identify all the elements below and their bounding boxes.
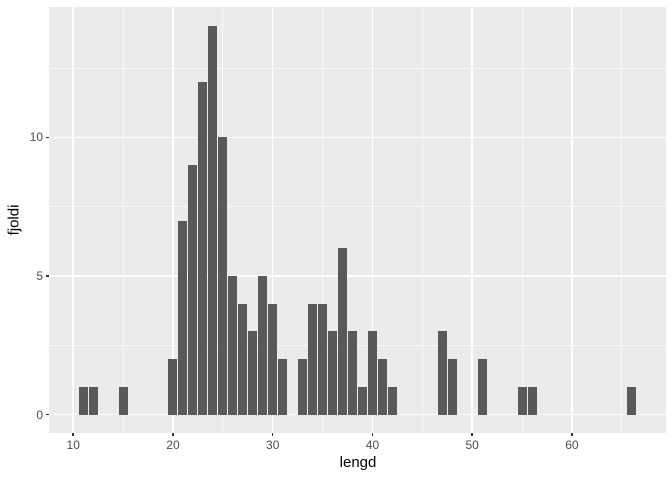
- x-tick: [371, 433, 374, 436]
- histogram-bar: [168, 359, 178, 415]
- histogram-bar: [477, 359, 487, 415]
- y-tick: [46, 136, 49, 139]
- histogram-bar: [318, 303, 328, 415]
- histogram-bar: [298, 359, 308, 415]
- grid-major-vertical: [271, 7, 274, 433]
- histogram-bar: [198, 81, 208, 415]
- grid-major-horizontal: [49, 275, 666, 277]
- x-tick-label: 10: [66, 438, 80, 452]
- histogram-bar: [178, 220, 188, 415]
- histogram-bar: [278, 359, 288, 415]
- histogram-bar: [358, 386, 367, 415]
- x-tick-label: 60: [565, 438, 579, 452]
- histogram-bar: [248, 331, 258, 415]
- histogram-bar: [517, 386, 527, 415]
- histogram-bar: [338, 248, 348, 415]
- y-tick-label: 5: [36, 269, 43, 284]
- x-tick-label: 20: [166, 438, 180, 452]
- y-tick: [46, 275, 49, 277]
- histogram-bar: [447, 359, 457, 415]
- x-tick-label: 50: [465, 438, 479, 452]
- histogram-bar: [367, 331, 377, 415]
- histogram-bar: [228, 276, 238, 415]
- plot-panel: [49, 7, 666, 433]
- y-tick-label: 10: [29, 130, 43, 145]
- histogram-bar: [387, 386, 397, 415]
- x-tick: [571, 433, 573, 436]
- grid-major-horizontal: [49, 136, 666, 139]
- x-tick-label: 40: [365, 438, 380, 452]
- histogram-bar: [627, 386, 637, 415]
- histogram-bar: [377, 359, 387, 415]
- x-tick: [471, 433, 473, 436]
- grid-major-vertical: [471, 7, 473, 433]
- histogram-bar: [118, 386, 128, 415]
- grid-major-vertical: [172, 7, 174, 433]
- x-tick-label: 30: [266, 438, 280, 452]
- grid-minor-vertical: [521, 7, 523, 433]
- grid-major-vertical: [371, 7, 374, 433]
- y-axis-title: fjoldi: [5, 204, 23, 236]
- x-tick: [271, 433, 274, 436]
- grid-minor-horizontal: [49, 206, 666, 208]
- histogram-bar: [218, 137, 228, 415]
- grid-major-vertical: [571, 7, 573, 433]
- histogram-bar: [88, 386, 98, 415]
- grid-minor-vertical: [322, 7, 324, 433]
- histogram-bar: [328, 331, 338, 415]
- x-axis-title: lengd: [339, 454, 377, 471]
- grid-major-vertical: [72, 7, 74, 433]
- histogram-bar: [348, 331, 357, 415]
- histogram-bar: [78, 386, 88, 415]
- histogram-bar: [238, 303, 248, 415]
- grid-minor-horizontal: [49, 344, 666, 346]
- histogram-bar: [258, 276, 268, 415]
- y-tick-label: 0: [36, 407, 43, 422]
- histogram-bar: [527, 386, 537, 415]
- grid-minor-vertical: [621, 7, 623, 433]
- histogram-bar: [208, 26, 218, 415]
- grid-minor-horizontal: [49, 67, 666, 69]
- histogram-bar: [188, 165, 198, 415]
- grid-minor-vertical: [421, 7, 423, 433]
- histogram-bar: [308, 303, 318, 415]
- grid-major-horizontal: [49, 413, 666, 416]
- x-tick: [172, 433, 174, 436]
- histogram-bar: [268, 303, 278, 415]
- y-tick: [46, 413, 49, 416]
- x-tick: [72, 433, 74, 436]
- grid-minor-vertical: [122, 7, 124, 433]
- histogram-bar: [437, 331, 447, 415]
